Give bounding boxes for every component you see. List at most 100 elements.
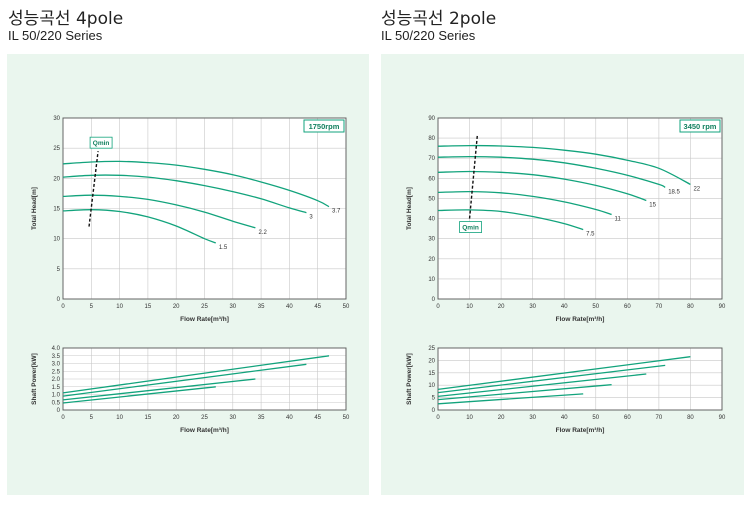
y-tick-label: 2.5 — [52, 369, 61, 375]
y-tick-label: 10 — [53, 237, 60, 243]
series-label-11: 11 — [615, 217, 622, 223]
y-axis-label: Shaft Power[kW] — [406, 353, 413, 405]
chart-2pole-power: 0 10 20 30 40 50 60 70 80 90 0 5 10 15 20 25 Flow Rate[m… — [406, 346, 726, 434]
x-tick-label: 50 — [343, 415, 350, 421]
x-tick-label: 15 — [145, 304, 152, 310]
series-line-22 — [437, 356, 691, 391]
y-tick-label: 25 — [428, 346, 435, 352]
plot-frame — [62, 347, 347, 411]
x-tick-label: 20 — [173, 415, 180, 421]
series-label-3.7: 3.7 — [332, 209, 341, 215]
x-tick-label: 30 — [529, 415, 536, 421]
y-tick-label: 2.0 — [52, 377, 61, 383]
x-tick-label: 90 — [719, 415, 726, 421]
series-line-11 — [437, 384, 612, 401]
panel-2pole-heading: 성능곡선 2pole — [381, 9, 497, 29]
x-tick-label: 10 — [466, 304, 473, 310]
x-tick-label: 0 — [436, 304, 440, 310]
y-tick-label: 80 — [428, 136, 435, 142]
panel-2pole-series-name: IL 50/220 Series — [381, 28, 476, 43]
panel-4pole-series-name: IL 50/220 Series — [8, 28, 103, 43]
x-tick-label: 40 — [561, 304, 568, 310]
y-tick-label: 30 — [53, 116, 60, 122]
y-tick-label: 15 — [428, 371, 435, 377]
series-line-3.7 — [62, 355, 330, 394]
x-tick-label: 30 — [229, 415, 236, 421]
x-tick-label: 30 — [529, 304, 536, 310]
x-tick-label: 5 — [90, 304, 94, 310]
series-label-18.5: 18.5 — [668, 189, 680, 195]
x-tick-label: 60 — [624, 415, 631, 421]
x-tick-label: 35 — [258, 304, 265, 310]
chart-2pole-head: 0 10 20 30 40 50 60 70 80 90 0 10 20 30 40 50 60 70 80 90 Fl… — [406, 116, 726, 323]
x-tick-label: 20 — [498, 304, 505, 310]
y-axis-label: Total Head[m] — [406, 187, 413, 230]
series-label-2.2: 2.2 — [258, 230, 267, 236]
series-label-1.5: 1.5 — [219, 245, 228, 251]
y-tick-label: 3.5 — [52, 354, 61, 360]
plot-frame — [437, 117, 723, 300]
x-tick-label: 45 — [314, 304, 321, 310]
y-tick-label: 5 — [57, 267, 61, 273]
series-line-15 — [437, 373, 647, 398]
qmin-label: Qmin — [93, 140, 110, 147]
y-tick-label: 1.5 — [52, 385, 61, 391]
x-tick-label: 40 — [286, 304, 293, 310]
x-axis-label: Flow Rate[m³/h] — [180, 427, 229, 434]
x-tick-label: 10 — [116, 415, 123, 421]
y-tick-label: 40 — [428, 217, 435, 223]
y-tick-label: 1.0 — [52, 393, 61, 399]
x-tick-label: 60 — [624, 304, 631, 310]
y-tick-label: 3.0 — [52, 362, 61, 368]
rpm-badge-box — [679, 119, 721, 133]
y-tick-label: 20 — [428, 257, 435, 263]
qmin-label: Qmin — [462, 225, 479, 232]
series-line-7.5 — [437, 209, 584, 231]
x-tick-label: 5 — [90, 415, 94, 421]
y-tick-label: 70 — [428, 156, 435, 162]
y-tick-label: 0 — [432, 408, 436, 414]
x-axis-label: Flow Rate[m³/h] — [180, 316, 229, 323]
plot-frame — [62, 117, 347, 300]
series-line-22 — [437, 144, 691, 185]
qmin-label-box — [89, 136, 113, 149]
x-tick-label: 30 — [229, 304, 236, 310]
series-line-7.5 — [437, 393, 584, 405]
x-tick-label: 15 — [145, 415, 152, 421]
x-tick-label: 35 — [258, 415, 265, 421]
x-axis-label: Flow Rate[m³/h] — [556, 316, 605, 323]
plot-frame — [437, 347, 723, 411]
y-axis-label: Total Head[m] — [31, 187, 38, 230]
x-tick-label: 45 — [314, 415, 321, 421]
x-axis-label: Flow Rate[m³/h] — [556, 427, 605, 434]
series-line-3 — [62, 363, 307, 397]
series-line-18.5 — [437, 364, 666, 394]
chart-4pole-power: 0 5 10 15 20 25 30 35 40 45 50 0 0.51.0 1.5 2.0 2.53.0 3… — [31, 346, 350, 434]
rpm-badge-box — [303, 119, 345, 133]
series-label-7.5: 7.5 — [586, 232, 595, 238]
y-tick-label: 0 — [57, 297, 61, 303]
x-tick-label: 20 — [498, 415, 505, 421]
x-tick-label: 90 — [719, 304, 726, 310]
x-tick-label: 0 — [61, 304, 65, 310]
y-tick-label: 50 — [428, 196, 435, 202]
qmin-label-box — [459, 221, 482, 233]
y-tick-label: 0.5 — [52, 400, 61, 406]
series-line-1.5 — [62, 386, 216, 404]
qmin-line — [88, 151, 99, 227]
y-tick-label: 20 — [53, 176, 60, 182]
y-axis-label: Shaft Power[kW] — [31, 353, 38, 405]
y-tick-label: 10 — [428, 383, 435, 389]
y-tick-label: 0 — [432, 297, 436, 303]
series-line-11 — [437, 190, 612, 216]
x-tick-label: 50 — [343, 304, 350, 310]
y-tick-label: 15 — [53, 207, 60, 213]
y-tick-label: 0 — [57, 408, 61, 414]
y-tick-label: 10 — [428, 277, 435, 283]
series-line-3 — [62, 174, 307, 214]
series-line-2.2 — [62, 378, 256, 401]
x-tick-label: 0 — [61, 415, 65, 421]
y-tick-label: 4.0 — [52, 346, 61, 352]
